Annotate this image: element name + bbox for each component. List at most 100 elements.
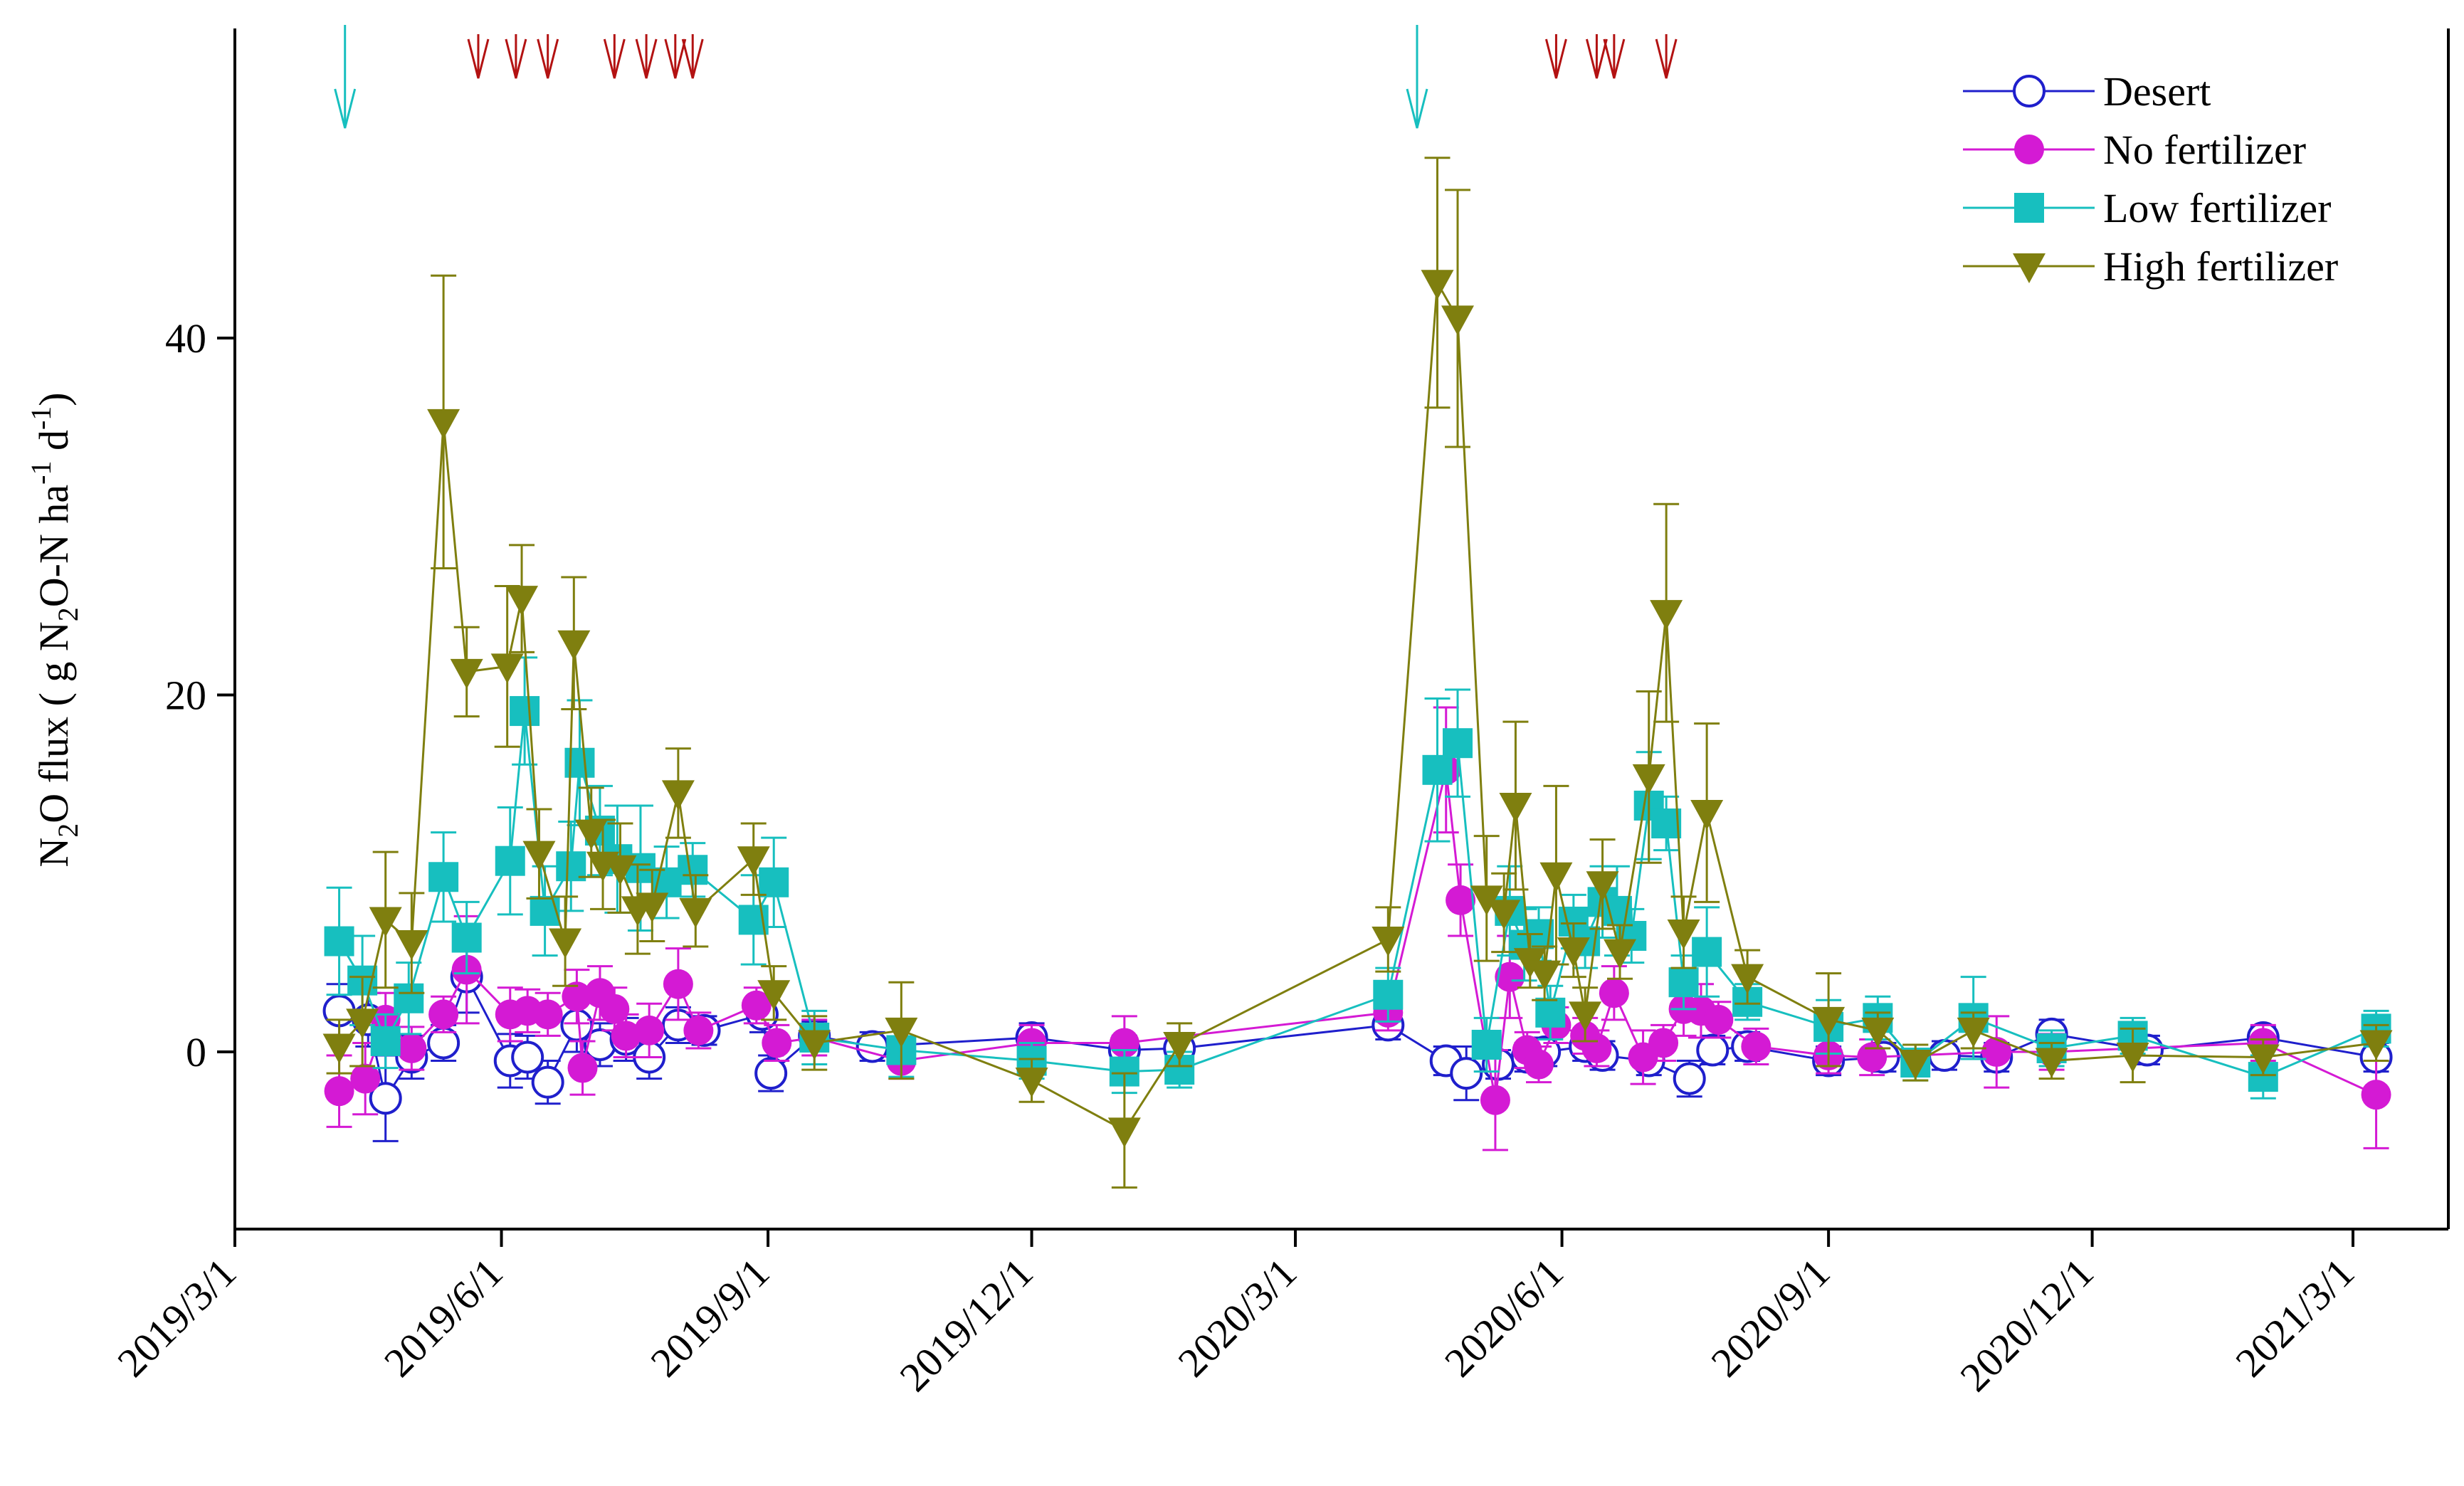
data-point xyxy=(1586,871,1619,902)
x-tick-label: 2020/12/1 xyxy=(1951,1249,2102,1400)
data-point xyxy=(1741,1031,1771,1062)
data-point xyxy=(599,994,630,1024)
data-point xyxy=(531,1065,564,1099)
data-point xyxy=(2246,1044,2280,1075)
data-point xyxy=(2116,1043,2149,1073)
data-point xyxy=(1107,1117,1141,1148)
irrigation-arrow xyxy=(1406,25,1428,129)
data-point xyxy=(1581,1033,1612,1063)
fertilization-arrow xyxy=(681,34,704,79)
data-point xyxy=(370,1026,401,1056)
fertilization-arrow xyxy=(1544,34,1567,79)
series-no_fertilizer xyxy=(324,706,2391,1152)
data-point xyxy=(663,969,693,999)
legend-item-low_fertilizer: Low fertilizer xyxy=(1963,185,2331,231)
data-point xyxy=(1899,1050,1932,1080)
data-point xyxy=(1443,728,1473,759)
data-point xyxy=(1957,1017,1990,1048)
data-point xyxy=(2359,1030,2393,1060)
ylabel-mid3: d xyxy=(31,430,77,461)
data-point xyxy=(1569,1001,1602,1032)
data-point xyxy=(1812,1006,1846,1037)
data-point xyxy=(369,907,402,937)
irrigation-arrow-head xyxy=(334,88,357,129)
data-point xyxy=(1690,799,1724,830)
fertilization-arrow xyxy=(603,34,626,79)
data-point xyxy=(1861,1017,1895,1048)
data-point xyxy=(2014,135,2044,164)
data-point xyxy=(1668,967,1699,998)
data-point xyxy=(1599,978,1629,1008)
data-point xyxy=(678,855,708,885)
fertilization-arrow-head xyxy=(1585,38,1608,79)
data-point xyxy=(510,696,540,727)
data-point xyxy=(557,630,591,660)
fertilization-arrow-head xyxy=(467,38,490,79)
data-point xyxy=(1557,937,1590,968)
data-point xyxy=(1495,961,1525,992)
fertilization-arrow-head xyxy=(1544,38,1567,79)
ylabel-prefix: N xyxy=(31,838,77,868)
data-point xyxy=(1422,754,1453,785)
x-tick-label: 2020/9/1 xyxy=(1702,1249,1839,1386)
data-point xyxy=(567,1053,598,1083)
data-point xyxy=(1857,1042,1888,1073)
ylabel-sup1: -1 xyxy=(25,461,57,485)
data-point xyxy=(394,983,424,1013)
fertilization-arrow-head xyxy=(635,38,658,79)
ticks: 0 20 40 2019/3/1 2019/6/1 2019/9/1 2019/12/1 20… xyxy=(108,315,2363,1401)
fertilization-arrow-head xyxy=(603,38,626,79)
data-point xyxy=(2014,193,2044,223)
series-high_fertilizer xyxy=(322,157,2393,1189)
y-tick-label: 20 xyxy=(165,673,206,719)
data-point xyxy=(1696,1033,1729,1067)
fertilization-arrow-head xyxy=(1655,38,1678,79)
data-point xyxy=(683,1015,714,1045)
ylabel-sub2: 2 xyxy=(52,607,84,621)
data-point xyxy=(754,1057,788,1090)
plot-area xyxy=(322,25,2393,1189)
ylabel-sub1: 2 xyxy=(52,823,84,838)
data-point xyxy=(611,1021,641,1051)
data-point xyxy=(1528,960,1562,991)
x-tick-label: 2019/12/1 xyxy=(890,1249,1041,1400)
data-point xyxy=(1373,979,1404,1010)
x-tick-label: 2019/9/1 xyxy=(641,1249,778,1386)
data-point xyxy=(1480,1085,1510,1115)
data-point xyxy=(1524,1049,1554,1080)
fertilization-arrow xyxy=(537,34,559,79)
data-point xyxy=(1421,270,1454,300)
data-point xyxy=(346,1008,379,1039)
data-point xyxy=(1692,937,1722,967)
data-point xyxy=(1667,919,1700,949)
data-point xyxy=(574,819,608,850)
x-tick-label: 2019/3/1 xyxy=(108,1249,245,1386)
irrigation-arrow-head xyxy=(1406,88,1428,129)
data-point xyxy=(1673,1062,1706,1095)
fertilization-arrow xyxy=(664,34,687,79)
data-point xyxy=(885,1017,918,1048)
ylabel-mid2: O-N ha xyxy=(31,485,77,607)
fertilization-arrow xyxy=(1603,34,1626,79)
data-point xyxy=(505,586,539,616)
fertilization-arrow-head xyxy=(1603,38,1626,79)
fertilization-arrow xyxy=(1655,34,1678,79)
fertilization-arrow-head xyxy=(664,38,687,79)
data-point xyxy=(428,999,459,1030)
legend-label: Desert xyxy=(2103,68,2211,115)
legend-label: Low fertilizer xyxy=(2103,185,2331,231)
ylabel-sup2: -1 xyxy=(25,406,57,430)
data-point xyxy=(451,922,482,953)
data-point xyxy=(604,855,637,885)
y-tick-label: 0 xyxy=(186,1029,206,1075)
data-point xyxy=(324,926,354,957)
data-point xyxy=(1604,939,1637,969)
data-point xyxy=(1539,862,1573,892)
data-point xyxy=(490,653,524,684)
y-tick-label: 40 xyxy=(165,315,206,362)
fertilization-arrow xyxy=(1585,34,1608,79)
data-point xyxy=(679,897,712,928)
data-point xyxy=(2013,253,2046,283)
data-point xyxy=(798,1030,831,1060)
